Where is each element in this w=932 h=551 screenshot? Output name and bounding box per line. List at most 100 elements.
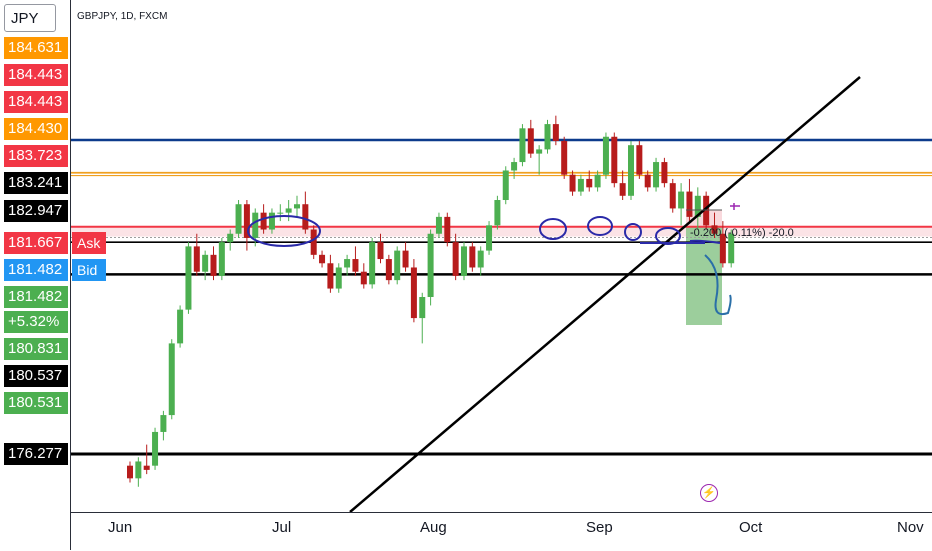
candle-body — [569, 174, 576, 192]
month-label: Jul — [272, 519, 292, 536]
candle-body — [477, 250, 484, 268]
price-tag: 182.947 — [4, 200, 68, 222]
candle-body — [628, 145, 634, 196]
candle-body — [544, 124, 551, 150]
candle-body — [268, 212, 275, 230]
candle-body — [728, 233, 735, 264]
candle-body — [502, 170, 509, 201]
candle-body — [444, 216, 451, 243]
candle-body — [127, 465, 133, 479]
candle-body — [435, 216, 442, 234]
candle-body — [678, 191, 685, 209]
annotation-circle — [624, 223, 642, 241]
candle-body — [536, 149, 543, 154]
candle-body — [644, 174, 651, 188]
candle-body — [302, 204, 309, 230]
candle-body — [577, 178, 584, 192]
annotation-circle — [247, 215, 321, 247]
candle-body — [669, 183, 676, 209]
candle-body — [694, 195, 701, 217]
candle-body — [185, 246, 192, 310]
candle-body — [335, 267, 342, 289]
price-tag: 176.277 — [4, 443, 68, 465]
candle-body — [327, 263, 334, 289]
price-tag: 183.241 — [4, 172, 68, 194]
candle-body — [260, 212, 267, 230]
price-tag: 184.430 — [4, 118, 68, 140]
candle-body — [511, 162, 518, 171]
symbol-title: GBPJPY, 1D, FXCM — [77, 11, 168, 22]
month-label: Nov — [897, 519, 924, 536]
bid-label: Bid — [72, 259, 106, 281]
candle-body — [711, 225, 718, 234]
candle-body — [486, 225, 493, 251]
price-tag: 184.631 — [4, 37, 68, 59]
candle-body — [461, 246, 467, 276]
candle-body — [703, 195, 710, 226]
candle-body — [210, 254, 217, 276]
price-tag: 184.443 — [4, 64, 68, 86]
candle-body — [202, 254, 209, 272]
price-tag: 180.831 — [4, 338, 68, 360]
spread-zone — [70, 226, 932, 237]
price-tag: 180.531 — [4, 392, 68, 414]
candle-body — [410, 267, 417, 319]
candle-body — [619, 183, 626, 196]
candle-body — [519, 128, 526, 163]
price-tag: 181.482 — [4, 259, 68, 281]
candle-body — [611, 136, 618, 184]
currency-label[interactable]: JPY — [4, 4, 56, 32]
candle-body — [377, 242, 384, 260]
candle-body — [653, 162, 660, 188]
candle-body — [427, 233, 434, 297]
price-tag: 181.482 — [4, 286, 68, 308]
month-label: Sep — [586, 519, 613, 536]
trendline — [349, 76, 861, 513]
candle-body — [469, 246, 476, 268]
candle-body — [143, 465, 150, 470]
measure-marker — [730, 203, 740, 210]
candle-body — [661, 162, 668, 184]
annotation-circle — [539, 218, 567, 240]
measurement-label: -0.200 (-0.11%) -20.0 — [690, 227, 794, 239]
candle-body — [277, 212, 284, 214]
candle-body — [494, 200, 501, 226]
candle-body — [586, 178, 593, 188]
annotation-circle — [587, 216, 613, 236]
candle-body — [135, 461, 142, 479]
candle-body — [385, 259, 392, 281]
candle-body — [602, 136, 609, 175]
month-label: Oct — [739, 519, 763, 536]
candle-body — [193, 246, 200, 272]
candle-body — [552, 124, 559, 141]
price-tag: +5.32% — [4, 311, 68, 333]
candle-body — [177, 309, 184, 344]
candle-body — [419, 297, 426, 319]
lightning-event-icon[interactable]: ⚡ — [700, 484, 718, 502]
price-scale[interactable]: JPY 184.631 184.443 184.443 184.430 183.723 1… — [0, 0, 71, 550]
candle-body — [310, 229, 317, 255]
candle-body — [369, 242, 376, 285]
candle-body — [594, 174, 601, 188]
candle-body — [452, 242, 459, 276]
month-label: Aug — [420, 519, 447, 536]
annotation-arrow — [704, 254, 732, 316]
candle-body — [152, 431, 159, 466]
candle-body — [352, 259, 359, 272]
candle-body — [360, 271, 367, 285]
candle-body — [344, 259, 351, 268]
candle-body — [243, 204, 250, 238]
candle-body — [394, 250, 401, 281]
month-label: Jun — [108, 519, 133, 536]
candle-body — [160, 415, 167, 432]
time-axis[interactable]: Jun Jul Aug Sep Oct Nov — [70, 512, 932, 551]
candle-body — [235, 204, 242, 234]
candle-body — [686, 191, 693, 217]
candle-body — [561, 140, 568, 175]
candle-body — [168, 343, 175, 416]
price-tag: 183.723 — [4, 145, 68, 167]
candle-body — [218, 242, 225, 276]
candle-body — [319, 254, 326, 264]
candle-body — [636, 145, 643, 175]
